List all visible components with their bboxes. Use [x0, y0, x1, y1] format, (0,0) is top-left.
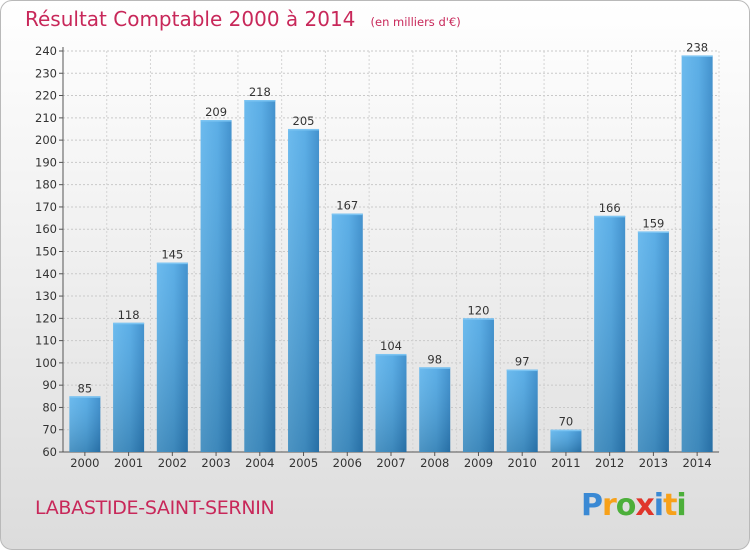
bar-shade	[288, 128, 320, 452]
bar-shade	[331, 213, 363, 452]
bar-top-edge	[594, 215, 626, 218]
x-tick-label: 2012	[595, 456, 624, 470]
bar-shade	[550, 429, 582, 452]
bar-shade	[419, 367, 451, 452]
bar-top-edge	[462, 318, 494, 320]
x-tick-label: 2010	[508, 456, 537, 470]
y-tick-label: 190	[35, 155, 57, 169]
bar-top-edge	[506, 369, 538, 372]
y-tick-label: 200	[35, 133, 57, 147]
data-label: 238	[686, 40, 708, 54]
data-label: 167	[336, 199, 358, 213]
y-tick-label: 120	[35, 311, 57, 325]
y-tick-label: 60	[42, 445, 57, 459]
bar-shade	[462, 318, 494, 452]
y-tick-label: 220	[35, 89, 57, 103]
data-label: 85	[78, 381, 93, 395]
data-label: 218	[249, 85, 271, 99]
bar-shade	[244, 100, 276, 452]
data-label: 159	[642, 216, 664, 230]
bar-shade	[156, 262, 188, 452]
proxiti-logo: Proxiti	[581, 488, 687, 523]
bar-top-edge	[681, 55, 713, 57]
y-tick-label: 210	[35, 111, 57, 125]
y-tick-label: 240	[35, 44, 57, 58]
x-tick-label: 2001	[114, 456, 143, 470]
y-tick-label: 130	[35, 289, 57, 303]
unit-text: (en milliers d'€)	[370, 15, 461, 29]
y-tick-label: 80	[42, 400, 57, 414]
title-text: Résultat Comptable 2000 à 2014	[25, 7, 356, 31]
y-tick-label: 180	[35, 178, 57, 192]
y-tick-label: 150	[35, 245, 57, 259]
y-tick-label: 160	[35, 222, 57, 236]
data-label: 209	[205, 105, 227, 119]
x-tick-label: 2011	[551, 456, 580, 470]
bar-top-edge	[637, 231, 669, 233]
data-label: 104	[380, 339, 402, 353]
y-tick-label: 110	[35, 334, 57, 348]
data-label: 120	[467, 303, 489, 317]
y-tick-label: 230	[35, 66, 57, 80]
bar-shade	[594, 215, 626, 452]
data-label: 98	[427, 352, 442, 366]
bar-top-edge	[200, 120, 232, 122]
bars	[69, 55, 713, 453]
x-tick-label: 2014	[682, 456, 711, 470]
y-tick-label: 90	[42, 378, 57, 392]
y-tick-label: 70	[42, 423, 57, 437]
y-tick-label: 170	[35, 200, 57, 214]
data-label: 70	[559, 415, 574, 429]
bar-shade	[200, 120, 232, 453]
commune-name: LABASTIDE-SAINT-SERNIN	[35, 497, 275, 519]
bar-shade	[69, 396, 101, 452]
data-label: 97	[515, 355, 530, 369]
x-tick-label: 2013	[639, 456, 668, 470]
data-label: 166	[599, 201, 621, 215]
bar-top-edge	[288, 128, 320, 131]
labels: 60 70 80 90 100 110 120 130 140 150 160 170 180 190 20…	[35, 40, 712, 470]
data-label: 145	[161, 248, 183, 262]
bar-shade	[113, 322, 145, 452]
bar-shade	[681, 55, 713, 452]
x-tick-label: 2003	[201, 456, 230, 470]
x-tick-label: 2004	[245, 456, 274, 470]
x-tick-label: 2007	[376, 456, 405, 470]
bar-top-edge	[69, 396, 101, 398]
data-label: 205	[293, 114, 315, 128]
x-tick-label: 2009	[464, 456, 493, 470]
bar-top-edge	[113, 322, 145, 325]
x-tick-label: 2006	[333, 456, 362, 470]
bar-shade	[506, 369, 538, 452]
x-tick-label: 2008	[420, 456, 449, 470]
x-tick-label: 2002	[158, 456, 187, 470]
y-tick-label: 100	[35, 356, 57, 370]
bar-top-edge	[375, 353, 407, 356]
bar-top-edge	[331, 213, 363, 216]
chart-title: Résultat Comptable 2000 à 2014 (en milli…	[25, 7, 461, 33]
bar-shade	[637, 231, 669, 452]
x-tick-label: 2000	[70, 456, 99, 470]
x-tick-label: 2005	[289, 456, 318, 470]
bar-top-edge	[156, 262, 188, 265]
data-label: 118	[118, 308, 140, 322]
bar-top-edge	[244, 100, 276, 102]
y-tick-label: 140	[35, 267, 57, 281]
bar-top-edge	[550, 429, 582, 432]
bar-top-edge	[419, 367, 451, 369]
bar-shade	[375, 353, 407, 452]
